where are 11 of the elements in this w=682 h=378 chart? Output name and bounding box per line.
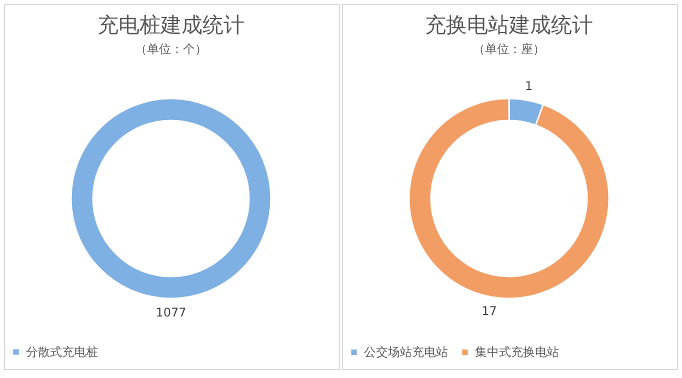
chart-title: 充换电站建成统计 bbox=[425, 13, 593, 37]
legend-label: 公交场站充电站 bbox=[364, 345, 448, 360]
donut-slice bbox=[408, 98, 610, 300]
chart-subtitle: （单位：座） bbox=[473, 42, 545, 56]
chart-title: 充电桩建成统计 bbox=[98, 13, 244, 37]
data-label: 1077 bbox=[156, 306, 186, 320]
data-label: 1 bbox=[524, 79, 533, 94]
legend-label: 分散式充电桩 bbox=[26, 345, 98, 359]
legend-label: 集中式充换电站 bbox=[475, 345, 559, 360]
data-label: 17 bbox=[482, 304, 497, 318]
chart-subtitle: （单位：个） bbox=[135, 42, 207, 56]
